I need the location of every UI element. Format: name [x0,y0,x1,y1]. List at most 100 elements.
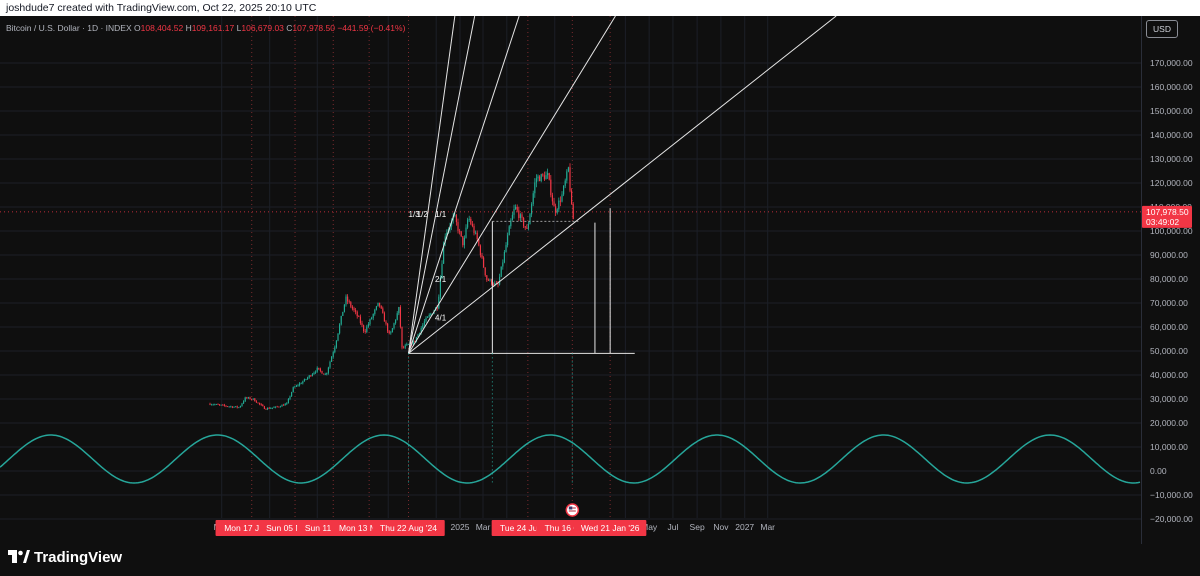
candle-body [334,347,336,353]
candle-body [551,195,554,202]
candle-body [300,383,302,385]
candle-body [495,282,498,284]
candle-body [273,407,275,409]
candle-body [553,201,555,207]
currency-button[interactable]: USD [1146,20,1178,38]
candle-body [278,406,280,408]
current-price-badge [1142,205,1192,228]
ohlc-change: −441.59 (−0.41%) [337,23,406,33]
candle-body [423,321,426,325]
price-chart[interactable]: 1/31/2 1/1 2/1 4/1 170,000.00 160,000.00 150,… [0,16,1200,544]
candle-body [252,398,254,400]
candle-body [489,279,491,281]
candle-body [260,404,262,405]
candle-body [417,334,419,338]
candle-body [502,262,504,267]
candle-body [227,406,229,408]
candle-body [499,276,501,285]
fan-ray-label: 1/1 [435,210,447,219]
sine-overlay [0,434,1141,484]
fan-ray [408,16,837,354]
candle-body [526,227,528,229]
candle-body [379,302,381,306]
date-marker-badge [573,520,647,536]
candle-body [460,231,462,237]
time-axis[interactable]: MaySep2024JulNov2025MarMaySepMarMayJulSe… [214,520,776,536]
candle-body [521,214,523,218]
candle-body [294,386,296,388]
candle-body [350,302,352,307]
candle-body [228,406,230,408]
time-tick-label: May [641,522,658,532]
candle-body [556,209,558,213]
price-tick-label: 20,000.00 [1150,418,1188,428]
candle-body [244,397,246,402]
candle-body [497,283,499,285]
price-tick-label: 100,000.00 [1150,226,1193,236]
time-tick-label: Nov [713,522,729,532]
ohlc-close: 107,978.50 [292,23,335,33]
candle-body [305,379,307,380]
candle-body [265,408,267,410]
candle-body [481,255,483,258]
candle-body [475,232,477,234]
candle-body [398,307,400,314]
candle-body [308,375,310,378]
fan-ray-label: 4/1 [435,313,447,322]
candle-body [401,326,403,348]
candle-body [303,379,306,382]
price-tick-label: 140,000.00 [1150,130,1193,140]
candle-body [478,239,480,246]
price-axis[interactable]: 170,000.00 160,000.00 150,000.00 140,000.00… [1142,58,1193,524]
time-tick-label: Jul [668,522,679,532]
candle-body [532,193,534,205]
fan-drawings[interactable]: 1/31/2 1/1 2/1 4/1 [0,16,1141,517]
candle-body [430,313,432,315]
candle-body [377,302,379,307]
candle-body [535,178,538,183]
candle-body [254,398,256,402]
candle-body [284,403,286,406]
candle-body [318,367,320,369]
candle-body [487,279,490,281]
candle-body [358,316,360,317]
candle-body [387,323,389,332]
ohlc-close-label: C [286,23,293,33]
fan-ray-label: 1/3 [409,210,421,219]
fan-ray [408,16,520,354]
candle-body [247,397,250,399]
candle-body [558,200,560,210]
candle-body [323,373,325,375]
candle-body [230,406,232,408]
candle-body [459,230,461,232]
candle-body [523,217,525,227]
candle-body [539,176,541,182]
candle-body [503,251,506,263]
candle-body [219,404,221,406]
candle-body [353,308,355,311]
tradingview-logo-icon [8,550,30,563]
candle-body [396,313,398,320]
candle-body [455,215,458,223]
symbol-name: Bitcoin / U.S. Dollar · 1D · INDEX [6,23,132,33]
candle-body [383,313,386,322]
candle-body [220,404,222,406]
candle-body [359,316,362,324]
candle-body [297,385,299,387]
candle-body [283,404,285,406]
candle-body [439,278,442,297]
candle-body [235,406,237,408]
price-tick-label: 80,000.00 [1150,274,1188,284]
candle-body [209,403,211,405]
candle-body [311,374,314,377]
candle-body [393,323,395,329]
price-tick-label: 40,000.00 [1150,370,1188,380]
brand: TradingView [8,546,122,568]
current-price-countdown: 03:49:02 [1146,217,1179,227]
candle-body [415,337,418,342]
candles [209,163,574,411]
candle-body [259,402,261,405]
chart-area[interactable]: 1/3 1/2 1/1 2/1 4/1 170,000.00 160,000.00 150,… [0,16,1200,544]
candle-body [550,179,552,196]
candle-body [407,344,410,345]
